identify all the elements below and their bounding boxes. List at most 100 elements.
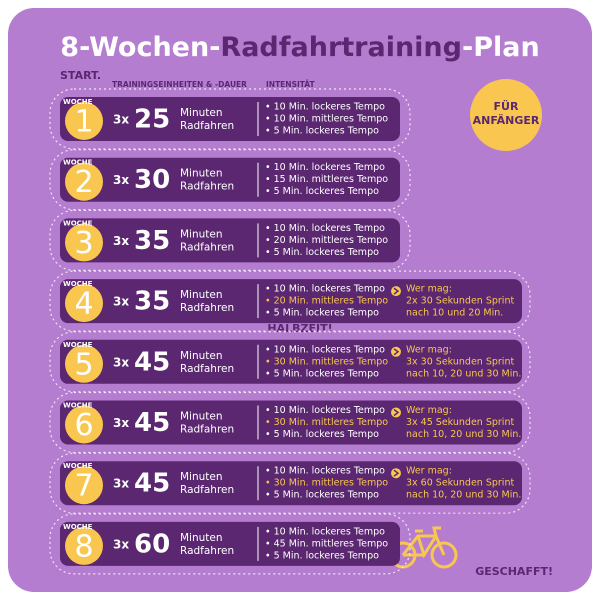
week-label: WOCHE	[63, 280, 93, 288]
unit: Radfahren	[180, 241, 234, 253]
week-label: WOCHE	[63, 159, 93, 167]
path-outline	[49, 513, 411, 575]
week-label: WOCHE	[63, 98, 93, 106]
extra-line: Wer mag:	[406, 344, 452, 355]
sessions: 3x	[113, 416, 129, 430]
unit: Minuten	[180, 471, 223, 483]
intensity-line: • 5 Min. lockeres Tempo	[265, 429, 379, 440]
arrow-circle	[391, 468, 401, 479]
week-circle	[65, 344, 103, 383]
week-circle	[65, 526, 103, 565]
path-outline	[49, 209, 411, 271]
week-number: 3	[74, 226, 93, 261]
badge-text: FÜR	[494, 99, 519, 113]
intensity-line: • 30 Min. mittleres Tempo	[265, 417, 388, 428]
intensity-line: • 5 Min. lockeres Tempo	[265, 247, 379, 258]
week-label: WOCHE	[63, 341, 93, 349]
week-bar	[60, 521, 400, 566]
intensity-line: • 10 Min. lockeres Tempo	[265, 344, 385, 355]
intensity-line: • 5 Min. lockeres Tempo	[265, 186, 379, 197]
week-number: 8	[74, 529, 93, 564]
minutes: 60	[134, 529, 170, 559]
week-label: WOCHE	[63, 219, 93, 227]
minutes: 35	[134, 226, 170, 256]
intensity-line: • 30 Min. mittleres Tempo	[265, 478, 388, 489]
week-bar	[60, 157, 400, 202]
intensity-line: • 15 Min. mittleres Tempo	[265, 174, 388, 185]
week-circle	[65, 466, 103, 505]
start-label: START.	[60, 69, 101, 82]
minutes: 25	[134, 105, 170, 135]
arrow	[393, 287, 400, 295]
intensity-line: • 45 Min. mittleres Tempo	[265, 538, 388, 549]
unit: Minuten	[180, 228, 223, 240]
intensity-line: • 10 Min. mittleres Tempo	[265, 114, 388, 125]
extra-line: Wer mag:	[406, 466, 452, 477]
arrow-circle	[391, 407, 401, 418]
week-bar	[60, 400, 522, 445]
sessions: 3x	[113, 234, 129, 248]
week-number: 7	[74, 469, 93, 504]
intensity-line: • 10 Min. lockeres Tempo	[265, 284, 385, 295]
intensity-line: • 10 Min. lockeres Tempo	[265, 223, 385, 234]
unit: Radfahren	[180, 545, 234, 557]
unit: Minuten	[180, 107, 223, 119]
path-outline	[49, 331, 531, 393]
path-outline	[49, 391, 531, 454]
minutes: 30	[134, 165, 170, 195]
week-circle	[65, 284, 103, 323]
week-label: WOCHE	[63, 402, 93, 410]
week-number: 4	[74, 287, 93, 322]
unit: Radfahren	[180, 363, 234, 375]
minutes: 35	[134, 287, 170, 317]
week-circle	[65, 223, 103, 262]
intensity-line: • 10 Min. lockeres Tempo	[265, 102, 385, 113]
arrow	[393, 469, 400, 477]
arrow-circle	[391, 286, 401, 297]
intensity-line: • 20 Min. mittleres Tempo	[265, 235, 388, 246]
path-outline	[49, 452, 531, 514]
unit: Radfahren	[180, 484, 234, 496]
arrow	[393, 348, 400, 356]
title-part: -Plan	[462, 32, 540, 63]
unit: Radfahren	[180, 424, 234, 436]
week-bar	[60, 97, 400, 141]
week-bar	[60, 339, 522, 384]
week-number: 6	[74, 408, 93, 443]
extra-line: 3x 45 Sekunden Sprint	[406, 417, 514, 428]
intensity-line: • 10 Min. lockeres Tempo	[265, 526, 385, 537]
minutes: 45	[134, 408, 170, 438]
sessions: 3x	[113, 113, 129, 127]
intensity-line: • 30 Min. mittleres Tempo	[265, 356, 388, 367]
week-circle	[65, 405, 103, 444]
unit: Radfahren	[180, 181, 234, 193]
unit: Radfahren	[180, 120, 234, 132]
arrow	[393, 408, 400, 417]
extra-line: 3x 60 Sekunden Sprint	[406, 478, 514, 489]
sessions: 3x	[113, 173, 129, 187]
week-bar	[60, 461, 522, 506]
halftime-label: HALBZEIT!	[267, 322, 332, 335]
week-number: 1	[74, 105, 93, 140]
intensity-line: • 5 Min. lockeres Tempo	[265, 308, 379, 319]
week-label: WOCHE	[63, 523, 93, 531]
column-header: INTENSITÄT	[266, 80, 316, 89]
arrow-circle	[391, 346, 401, 357]
minutes: 45	[134, 469, 170, 499]
sessions: 3x	[113, 537, 129, 551]
intensity-line: • 5 Min. lockeres Tempo	[265, 368, 379, 379]
finish-label: GESCHAFFT!	[475, 565, 553, 578]
path-outline	[49, 88, 411, 150]
title-part: 8-Wochen-	[60, 32, 220, 63]
minutes: 45	[134, 347, 170, 377]
extra-line: nach 10, 20 und 30 Min.	[406, 490, 521, 501]
title: 8-Wochen-Radfahrtraining-Plan	[60, 32, 539, 63]
week-label: WOCHE	[63, 462, 93, 470]
extra-line: Wer mag:	[406, 405, 452, 416]
week-circle	[65, 162, 103, 201]
week-bar	[60, 279, 522, 324]
unit: Minuten	[180, 350, 223, 362]
unit: Minuten	[180, 532, 223, 544]
week-circle	[65, 102, 103, 140]
